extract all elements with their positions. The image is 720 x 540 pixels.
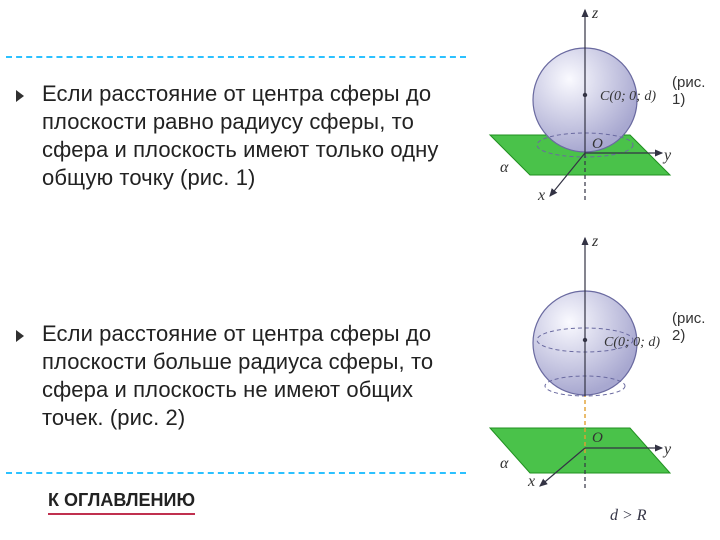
figure-2: z y x O C(0; 0; d) α d > R: [480, 228, 680, 528]
origin-label: O: [592, 136, 603, 152]
axis-z-label: z: [591, 5, 599, 22]
center-label: C(0; 0; d): [600, 89, 656, 104]
sphere-center-dot: [583, 93, 587, 97]
slide-page: Если расстояние от центра сферы до плоск…: [0, 0, 720, 540]
formula-d-gt-r: d > R: [610, 507, 647, 524]
dashed-separator-top: [6, 56, 466, 58]
plane-alpha: [490, 428, 670, 473]
paragraph-2: Если расстояние от центра сферы до плоск…: [42, 320, 462, 433]
origin-label: O: [592, 430, 603, 446]
toc-link[interactable]: К ОГЛАВЛЕНИЮ: [48, 490, 195, 515]
figure-1-svg: z y x O C(0; 0; d) α: [480, 0, 680, 208]
figure-2-svg: z y x O C(0; 0; d) α d > R: [480, 228, 680, 528]
paragraph-1: Если расстояние от центра сферы до плоск…: [42, 80, 472, 193]
axis-z-label: z: [591, 233, 599, 250]
bullet-icon: [16, 90, 24, 102]
figure-1: z y x O C(0; 0; d) α: [480, 0, 680, 208]
bullet-icon: [16, 330, 24, 342]
axis-x-label: x: [527, 473, 535, 490]
axis-x-label: x: [537, 187, 545, 204]
center-label: C(0; 0; d): [604, 335, 660, 350]
sphere-center-dot: [583, 338, 587, 342]
dashed-separator-bottom: [6, 472, 466, 474]
axis-y-label: y: [662, 441, 672, 458]
plane-alpha-label: α: [500, 159, 509, 176]
plane-alpha-label: α: [500, 455, 509, 472]
axis-y-label: y: [662, 147, 672, 164]
